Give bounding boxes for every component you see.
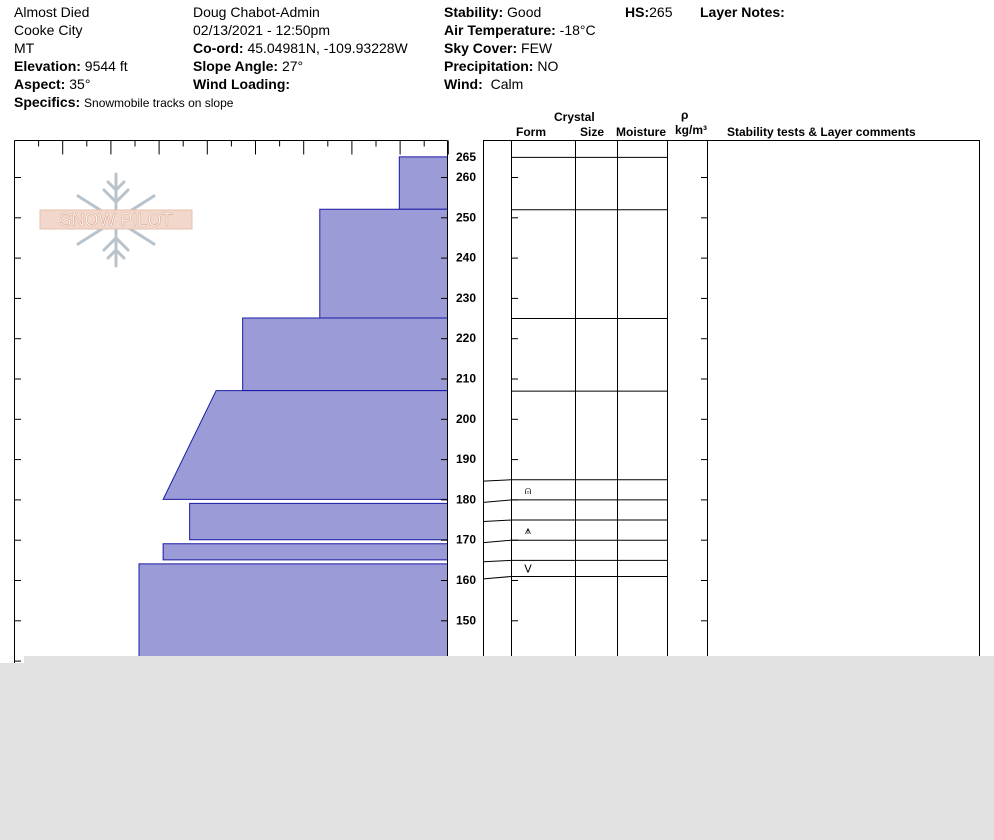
form-header: Form [516, 125, 546, 139]
air-temp-value: -18°C [559, 22, 596, 38]
layer-connector [483, 559, 512, 563]
table-outline [483, 140, 980, 663]
hardness-bar [398, 156, 448, 210]
layer-table: ⍝ ⩚ V [483, 140, 980, 663]
coord-label: Co-ord: [193, 40, 244, 56]
snowflake-icon: SNOW PILOT [39, 172, 193, 268]
hs-label: HS: [625, 4, 650, 20]
hardness-bar [162, 543, 448, 561]
y-tick-label: 250 [456, 210, 476, 224]
wind-value: Calm [490, 76, 524, 92]
size-header: Size [580, 125, 605, 139]
crystal-form-symbol: ⍝ [525, 484, 532, 497]
y-tick-label: 180 [456, 492, 476, 506]
stability-value: Good [507, 4, 542, 20]
slope-value: 27° [281, 58, 304, 74]
chart-frame [14, 140, 449, 663]
layer-connector [483, 519, 512, 522]
y-tick-label: 170 [456, 533, 476, 547]
layer-connector [483, 479, 512, 482]
aspect-value: 35° [69, 76, 91, 92]
gray-overlay [24, 656, 994, 840]
layer-connector [483, 575, 512, 580]
specifics-label: Specifics: [14, 94, 81, 110]
elevation-field: Elevation: 9544 ft [14, 58, 128, 74]
coord-value: 45.04981N, -109.93228W [247, 40, 408, 56]
hs-field: HS:265 [625, 4, 672, 20]
y-axis: 265 260 250 240 230 220 210 200 190 180 170 160 150 [456, 150, 476, 627]
wind-loading-label: Wind Loading: [193, 76, 291, 92]
y-tick-label: 240 [456, 251, 476, 265]
sky-cover-label: Sky Cover: [444, 40, 518, 56]
observer-name: Doug Chabot-Admin [193, 4, 320, 20]
elevation-label: Elevation: [14, 58, 81, 74]
precip-label: Precipitation: [444, 58, 534, 74]
y-tick-label: 265 [456, 150, 476, 164]
logo-text: SNOW PILOT [59, 210, 172, 230]
precip-value: NO [537, 58, 559, 74]
hardness-bar [319, 208, 448, 319]
y-tick-label: 200 [456, 412, 476, 426]
stability-field: Stability: Good [444, 4, 541, 20]
slope-label: Slope Angle: [193, 58, 279, 74]
hs-value: 265 [649, 4, 673, 20]
y-tick-label: 160 [456, 573, 476, 587]
state-name: MT [14, 40, 35, 56]
precip-field: Precipitation: NO [444, 58, 558, 74]
hardness-bar [242, 317, 448, 392]
layer-connector [483, 539, 512, 544]
crystal-header: Crystal [554, 110, 595, 124]
sky-cover-value: FEW [521, 40, 553, 56]
wind-loading-field: Wind Loading: [193, 76, 290, 92]
hardness-bar [138, 563, 448, 662]
wind-field: Wind: Calm [444, 76, 523, 92]
area-name: Cooke City [14, 22, 83, 38]
y-tick-label: 260 [456, 170, 476, 184]
hardness-bar [162, 390, 448, 500]
specifics-field: Specifics: Snowmobile tracks on slope [14, 94, 233, 111]
y-tick-label: 190 [456, 452, 476, 466]
coord-field: Co-ord: 45.04981N, -109.93228W [193, 40, 408, 56]
y-tick-label: 220 [456, 331, 476, 345]
crystal-form-symbol: V [524, 562, 532, 575]
comments-header: Stability tests & Layer comments [727, 125, 916, 139]
sky-cover-field: Sky Cover: FEW [444, 40, 552, 56]
snow-profile-chart: 265260250240230220210200190180170160150 … [14, 140, 980, 663]
crystal-form-symbol: ⩚ [525, 524, 531, 537]
aspect-label: Aspect: [14, 76, 66, 92]
snow-profile-sheet: Almost Died Cooke City MT Elevation: 954… [0, 0, 994, 663]
rho-header: ρ [681, 108, 689, 122]
snowpilot-logo: SNOW PILOT [38, 170, 194, 270]
location-name: Almost Died [14, 4, 90, 20]
layer-notes-label: Layer Notes: [700, 4, 785, 20]
elevation-value: 9544 ft [84, 58, 128, 74]
hardness-bar [189, 502, 448, 541]
density-unit-header: kg/m³ [675, 123, 708, 137]
wind-label: Wind: [444, 76, 483, 92]
specifics-value: Snowmobile tracks on slope [84, 96, 234, 110]
layer-connector [483, 499, 512, 503]
y-tick-label: 150 [456, 613, 476, 627]
moisture-header: Moisture [616, 125, 667, 139]
aspect-field: Aspect: 35° [14, 76, 90, 92]
y-tick-label: 230 [456, 291, 476, 305]
y-tick-label: 210 [456, 372, 476, 386]
air-temp-label: Air Temperature: [444, 22, 556, 38]
air-temp-field: Air Temperature: -18°C [444, 22, 596, 38]
slope-field: Slope Angle: 27° [193, 58, 303, 74]
observation-datetime: 02/13/2021 - 12:50pm [193, 22, 330, 38]
stability-label: Stability: [444, 4, 504, 20]
